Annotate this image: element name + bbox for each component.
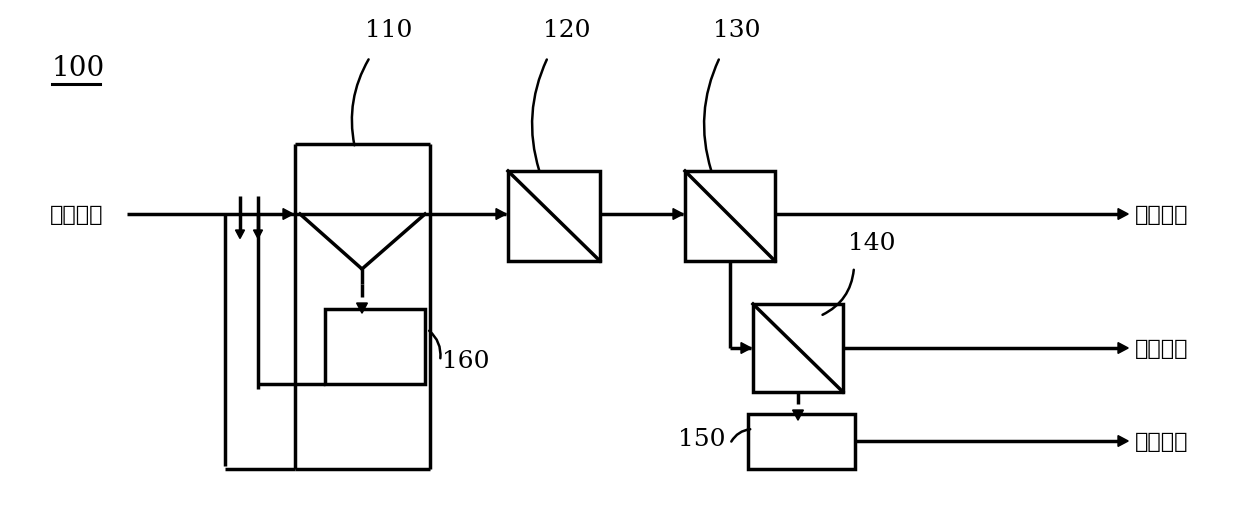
Text: 100: 100 (52, 55, 105, 82)
Text: 120: 120 (543, 19, 591, 42)
Text: 130: 130 (712, 19, 761, 42)
Polygon shape (1118, 209, 1129, 220)
Polygon shape (254, 231, 263, 239)
Text: 一级产水: 一级产水 (1135, 205, 1188, 225)
Text: 140: 140 (847, 231, 896, 255)
Polygon shape (496, 209, 507, 220)
Polygon shape (1118, 436, 1129, 446)
Bar (748, 414, 855, 469)
Polygon shape (673, 209, 683, 220)
Polygon shape (357, 304, 368, 314)
Text: 110: 110 (366, 19, 413, 42)
Bar (685, 172, 776, 262)
Text: 二级产水: 二级产水 (1135, 338, 1188, 358)
Text: 160: 160 (442, 350, 489, 373)
Polygon shape (282, 209, 294, 220)
Text: 150: 150 (678, 428, 725, 450)
Polygon shape (235, 231, 244, 239)
Bar (325, 310, 425, 384)
Text: 三级产水: 三级产水 (1135, 431, 1188, 451)
Bar (753, 305, 843, 392)
Polygon shape (741, 343, 751, 354)
Text: 脱硫废水: 脱硫废水 (50, 205, 104, 225)
Bar (508, 172, 600, 262)
Polygon shape (1118, 343, 1129, 354)
Polygon shape (793, 410, 803, 420)
